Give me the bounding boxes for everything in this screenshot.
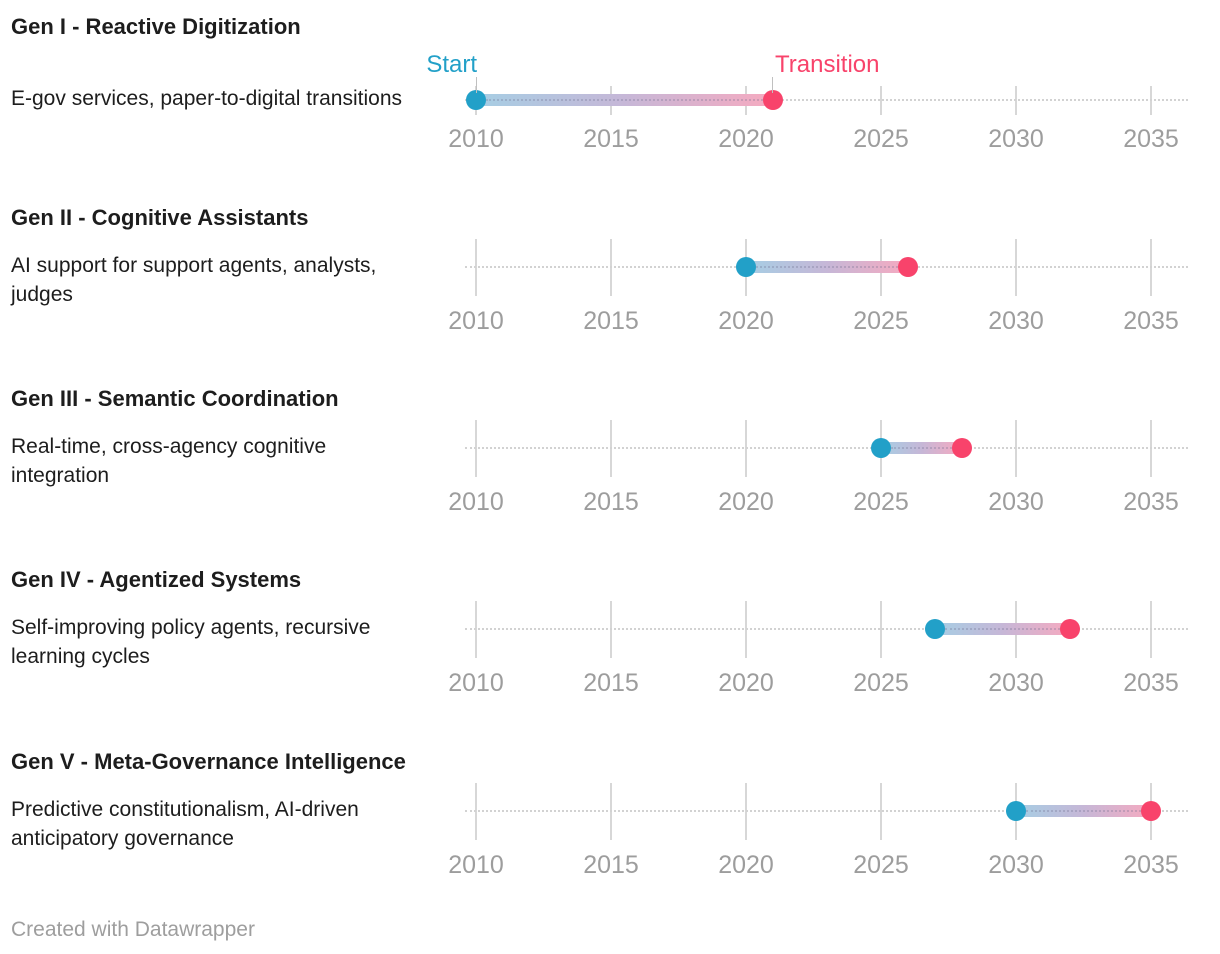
start-dot[interactable]	[466, 90, 486, 110]
axis-tick-label: 2020	[718, 488, 774, 516]
row-label: AI support for support agents, analysts,…	[11, 251, 461, 309]
end-dot[interactable]	[898, 257, 918, 277]
range-bar	[1016, 805, 1151, 817]
range-bar-dotted-texture	[486, 99, 763, 101]
range-bar	[935, 623, 1070, 635]
axis-baseline	[465, 628, 1188, 630]
end-dot[interactable]	[1060, 619, 1080, 639]
axis-tick-label: 2020	[718, 307, 774, 335]
range-bar-dotted-texture	[1026, 810, 1141, 812]
row-title: Gen I - Reactive Digitization	[11, 14, 301, 39]
axis-tick-label: 2020	[718, 669, 774, 697]
axis-tick-label: 2010	[448, 125, 504, 153]
axis-tick-label: 2025	[853, 669, 909, 697]
axis-tick-label: 2030	[988, 125, 1044, 153]
axis-tick-label: 2010	[448, 488, 504, 516]
axis-tick-label: 2015	[583, 307, 639, 335]
axis-tick-label: 2030	[988, 851, 1044, 879]
legend-transition-label: Transition	[775, 51, 880, 78]
row-label-line: judges	[11, 283, 73, 306]
axis-tick-label: 2015	[583, 669, 639, 697]
end-dot[interactable]	[763, 90, 783, 110]
legend-start-label: Start	[426, 51, 477, 78]
axis-baseline	[465, 99, 1188, 101]
legend-pointer-tick	[772, 77, 773, 93]
axis-baseline	[465, 810, 1188, 812]
axis-tick-label: 2025	[853, 851, 909, 879]
row-label-line: learning cycles	[11, 645, 150, 668]
range-bar-dotted-texture	[891, 447, 952, 449]
row-label-line: AI support for support agents, analysts,	[11, 254, 377, 277]
row-label-line: Self-improving policy agents, recursive	[11, 616, 371, 639]
start-dot[interactable]	[925, 619, 945, 639]
range-bar	[476, 94, 773, 106]
axis-tick-label: 2030	[988, 307, 1044, 335]
row-label-line: integration	[11, 464, 110, 487]
row-label: E-gov services, paper-to-digital transit…	[11, 84, 461, 113]
row-label-line: anticipatory governance	[11, 827, 234, 850]
row-label: Real-time, cross-agency cognitive integra…	[11, 432, 461, 490]
row-title: Gen III - Semantic Coordination	[11, 386, 339, 411]
row-label: Predictive constitutionalism, AI-driven a…	[11, 795, 461, 853]
row-label-line: Real-time, cross-agency cognitive	[11, 435, 327, 458]
axis-tick-label: 2025	[853, 125, 909, 153]
start-dot[interactable]	[736, 257, 756, 277]
range-bar	[881, 442, 962, 454]
axis-tick-label: 2025	[853, 307, 909, 335]
axis-tick-label: 2020	[718, 851, 774, 879]
row-label: Self-improving policy agents, recursive l…	[11, 613, 461, 671]
axis-tick-label: 2015	[583, 488, 639, 516]
legend-pointer-tick	[476, 77, 477, 93]
start-dot[interactable]	[1006, 801, 1026, 821]
axis-tick-label: 2030	[988, 488, 1044, 516]
axis-tick-label: 2035	[1123, 488, 1179, 516]
row-label-line: E-gov services, paper-to-digital transit…	[11, 87, 403, 110]
range-bar	[746, 261, 908, 273]
row-label-line: Predictive constitutionalism, AI-driven	[11, 798, 359, 821]
axis-tick-label: 2035	[1123, 669, 1179, 697]
axis-tick-label: 2010	[448, 307, 504, 335]
end-dot[interactable]	[1141, 801, 1161, 821]
axis-tick-label: 2020	[718, 125, 774, 153]
axis-tick-label: 2015	[583, 851, 639, 879]
start-dot[interactable]	[871, 438, 891, 458]
axis-baseline	[465, 447, 1188, 449]
axis-tick-label: 2030	[988, 669, 1044, 697]
row-title: Gen IV - Agentized Systems	[11, 567, 302, 592]
end-dot[interactable]	[952, 438, 972, 458]
axis-tick-label: 2035	[1123, 307, 1179, 335]
datawrapper-credit-link[interactable]: Created with Datawrapper	[11, 918, 255, 941]
row-title: Gen V - Meta-Governance Intelligence	[11, 749, 406, 774]
range-bar-dotted-texture	[945, 628, 1060, 630]
axis-tick-label: 2035	[1123, 851, 1179, 879]
range-bar-dotted-texture	[756, 266, 898, 268]
row-title: Gen II - Cognitive Assistants	[11, 205, 309, 230]
axis-tick-label: 2010	[448, 669, 504, 697]
axis-tick-label: 2025	[853, 488, 909, 516]
axis-tick-label: 2015	[583, 125, 639, 153]
axis-tick-label: 2035	[1123, 125, 1179, 153]
axis-tick-label: 2010	[448, 851, 504, 879]
